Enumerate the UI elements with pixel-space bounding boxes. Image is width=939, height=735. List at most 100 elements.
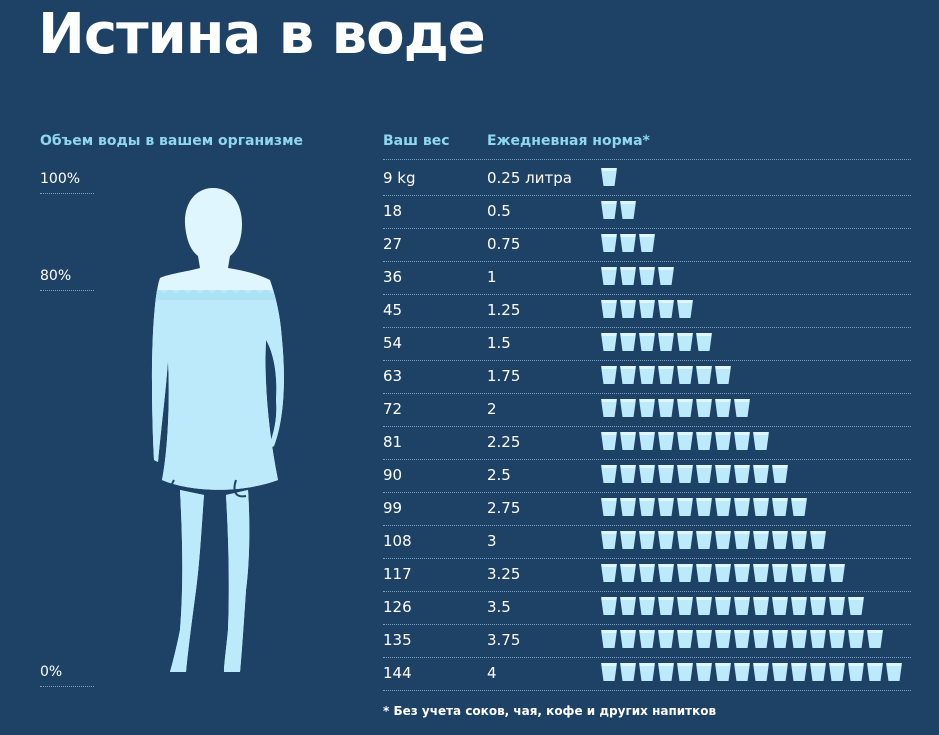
water-glass-icon (810, 663, 826, 681)
water-glass-icon (753, 564, 769, 582)
water-glass-icon (677, 333, 693, 351)
water-glass-icon (715, 531, 731, 549)
water-glass-icon (639, 564, 655, 582)
water-glass-icon (639, 300, 655, 318)
water-glass-icon (658, 300, 674, 318)
cups-bar (601, 299, 696, 319)
scale-label-100: 100% (40, 171, 94, 194)
water-glass-icon (639, 498, 655, 516)
water-glass-icon (601, 168, 617, 186)
water-glass-icon (715, 597, 731, 615)
water-glass-icon (696, 630, 712, 648)
water-glass-icon (734, 663, 750, 681)
cups-bar (601, 167, 620, 187)
water-glass-icon (886, 663, 902, 681)
water-glass-icon (715, 399, 731, 417)
water-glass-icon (620, 267, 636, 285)
water-glass-icon (772, 498, 788, 516)
cups-bar (601, 233, 658, 253)
water-glass-icon (696, 564, 712, 582)
water-glass-icon (601, 432, 617, 450)
water-glass-icon (696, 663, 712, 681)
water-glass-icon (696, 366, 712, 384)
water-glass-icon (753, 465, 769, 483)
table-row: 18 0.5 (383, 195, 911, 229)
cups-bar (601, 563, 848, 583)
water-glass-icon (791, 597, 807, 615)
water-glass-icon (601, 366, 617, 384)
cups-bar (601, 497, 810, 517)
water-glass-icon (715, 663, 731, 681)
weight-value: 36 (383, 268, 403, 286)
water-glass-icon (658, 531, 674, 549)
water-glass-icon (715, 366, 731, 384)
water-glass-icon (658, 267, 674, 285)
weight-value: 135 (383, 631, 412, 649)
water-glass-icon (677, 300, 693, 318)
water-glass-icon (791, 531, 807, 549)
table-row: 9 kg 0.25 литра (383, 162, 911, 196)
weight-value: 90 (383, 466, 403, 484)
water-glass-icon (601, 597, 617, 615)
water-glass-icon (829, 630, 845, 648)
table-row: 36 1 (383, 261, 911, 295)
water-glass-icon (734, 531, 750, 549)
table-row: 135 3.75 (383, 624, 911, 658)
scale-label-0: 0% (40, 664, 94, 687)
norm-value: 4 (487, 664, 497, 682)
norm-value: 1.75 (487, 367, 521, 385)
cups-bar (601, 596, 867, 616)
water-glass-icon (601, 201, 617, 219)
water-glass-icon (696, 498, 712, 516)
water-glass-icon (867, 663, 883, 681)
norm-value: 1.25 (487, 301, 521, 319)
water-glass-icon (810, 597, 826, 615)
woman-silhouette (152, 188, 284, 672)
norm-value: 1 (487, 268, 497, 286)
weight-value: 81 (383, 433, 403, 451)
water-glass-icon (620, 333, 636, 351)
cups-bar (601, 266, 677, 286)
water-glass-icon (715, 630, 731, 648)
water-glass-icon (810, 564, 826, 582)
water-glass-icon (696, 531, 712, 549)
table-row: 72 2 (383, 393, 911, 427)
water-glass-icon (715, 432, 731, 450)
weight-column-header: Ваш вес (383, 133, 450, 149)
water-glass-icon (639, 663, 655, 681)
water-glass-icon (772, 663, 788, 681)
water-glass-icon (658, 498, 674, 516)
water-glass-icon (753, 663, 769, 681)
weight-value: 72 (383, 400, 403, 418)
header-divider (383, 159, 911, 160)
water-glass-icon (639, 366, 655, 384)
water-glass-icon (601, 564, 617, 582)
water-glass-icon (677, 597, 693, 615)
water-glass-icon (753, 597, 769, 615)
water-glass-icon (867, 630, 883, 648)
cups-bar (601, 431, 772, 451)
norm-value: 1.5 (487, 334, 511, 352)
water-glass-icon (620, 498, 636, 516)
weight-value: 9 kg (383, 169, 416, 187)
water-glass-icon (715, 564, 731, 582)
weight-value: 63 (383, 367, 403, 385)
water-glass-icon (696, 399, 712, 417)
water-glass-icon (601, 300, 617, 318)
water-glass-icon (829, 564, 845, 582)
water-glass-icon (601, 234, 617, 252)
water-glass-icon (658, 597, 674, 615)
water-glass-icon (753, 432, 769, 450)
water-glass-icon (810, 630, 826, 648)
water-glass-icon (677, 366, 693, 384)
water-glass-icon (677, 498, 693, 516)
water-glass-icon (772, 597, 788, 615)
water-glass-icon (791, 663, 807, 681)
table-row: 90 2.5 (383, 459, 911, 493)
water-glass-icon (620, 663, 636, 681)
norm-value: 2 (487, 400, 497, 418)
water-glass-icon (677, 432, 693, 450)
water-glass-icon (620, 432, 636, 450)
water-glass-icon (639, 234, 655, 252)
cups-bar (601, 332, 715, 352)
